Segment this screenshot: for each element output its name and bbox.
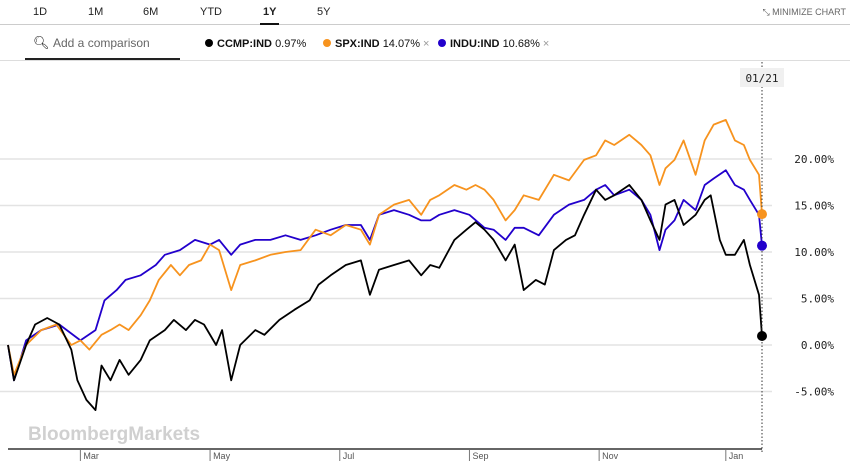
y-tick-label: 10.00%: [794, 246, 834, 259]
series-end-marker: [757, 209, 767, 220]
range-tab-6m[interactable]: 6M: [143, 6, 159, 18]
cursor-date-label: 01/21: [745, 72, 778, 85]
minimize-icon: ⤡: [762, 7, 773, 17]
remove-indu-icon[interactable]: ×: [542, 38, 550, 50]
x-tick-label: May: [213, 451, 231, 461]
series-dot-icon: [438, 39, 446, 47]
bloomberg-watermark: BloombergMarkets: [28, 424, 200, 445]
series-line-indu: [7, 169, 763, 382]
x-tick-label: Mar: [83, 451, 99, 461]
series-line-ccmp: [7, 184, 763, 411]
y-tick-label: -5.00%: [794, 386, 834, 399]
search-icon: 🔍︎: [33, 35, 50, 50]
legend-item-indu: INDU:IND 10.68% ×: [438, 38, 549, 50]
y-tick-label: 5.00%: [801, 293, 834, 306]
series-line-spx: [7, 119, 763, 376]
x-tick-label: Jul: [343, 451, 355, 461]
remove-spx-icon[interactable]: ×: [423, 38, 430, 50]
divider: [0, 60, 850, 61]
range-tab-ytd[interactable]: YTD: [200, 6, 222, 18]
x-tick-label: Sep: [472, 451, 488, 461]
x-tick-label: Jan: [729, 451, 744, 461]
legend-item-ccmp: CCMP:IND 0.97%: [205, 38, 306, 50]
range-tab-1y[interactable]: 1Y: [259, 6, 281, 25]
series-end-marker: [757, 240, 767, 251]
minimize-chart-button[interactable]: ⤡ MINIMIZE CHART: [762, 7, 846, 17]
cursor-label-box: [740, 68, 784, 87]
x-tick-label: Nov: [602, 451, 619, 461]
comparison-search-input[interactable]: [51, 35, 180, 51]
range-tab-1m[interactable]: 1M: [88, 6, 104, 18]
series-dot-icon: [205, 39, 213, 47]
y-tick-label: 15.00%: [794, 200, 834, 213]
series-end-marker: [757, 330, 767, 341]
legend-item-spx: SPX:IND 14.07% ×: [323, 38, 429, 50]
comparison-search: 🔍︎: [25, 31, 180, 60]
y-tick-label: 0.00%: [801, 339, 834, 352]
y-tick-label: 20.00%: [794, 153, 834, 166]
range-tab-5y[interactable]: 5Y: [317, 6, 331, 18]
range-tab-1d[interactable]: 1D: [33, 6, 48, 18]
range-tabs: 1D 1M 6M YTD 1Y 5Y ⤡ MINIMIZE CHART: [0, 0, 850, 25]
series-dot-icon: [323, 39, 331, 47]
